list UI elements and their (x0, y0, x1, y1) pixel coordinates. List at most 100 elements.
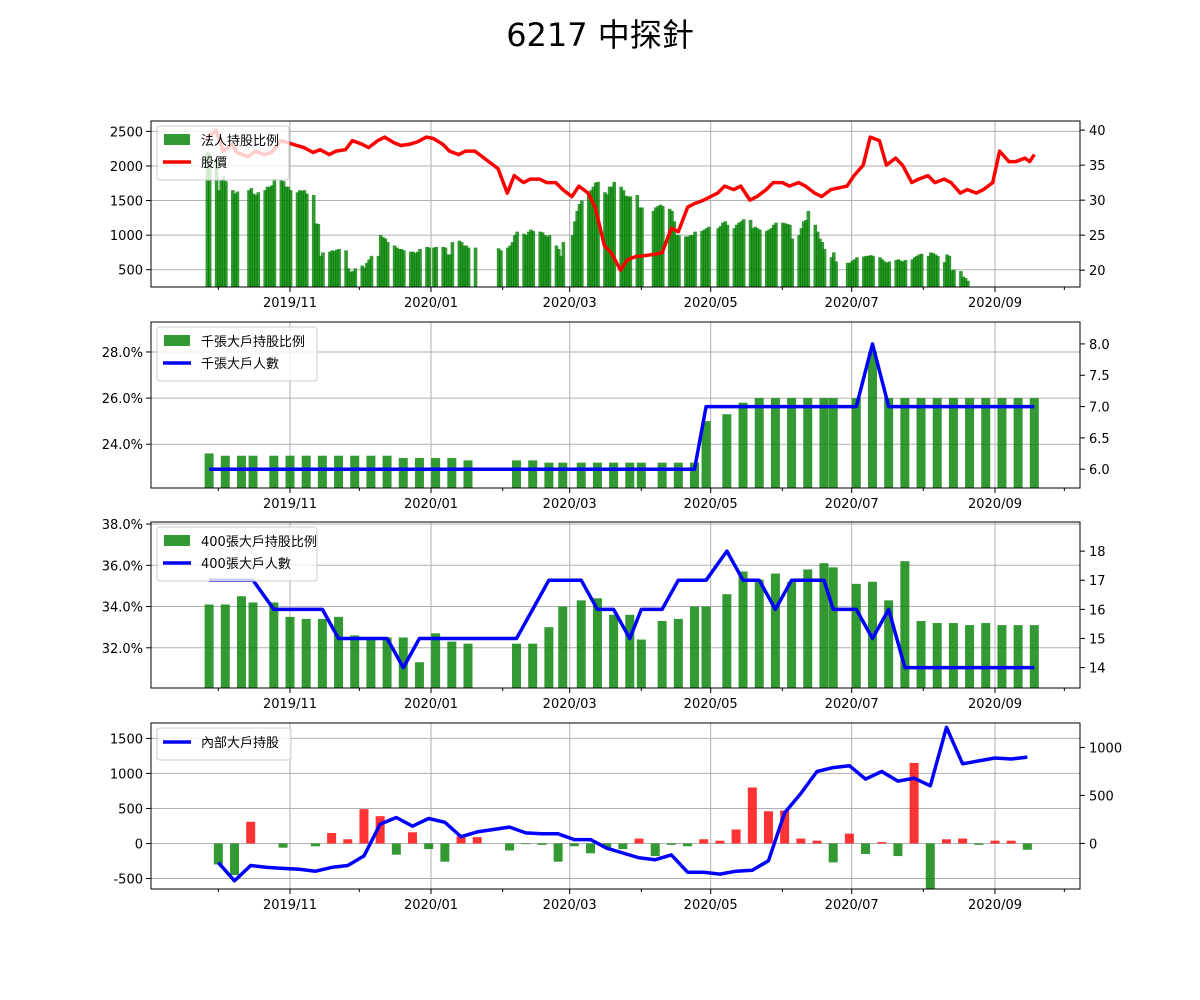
bar-holding-ratio (425, 246, 429, 287)
bar-weekly-change (812, 840, 822, 844)
bar-holding-ratio (767, 229, 771, 287)
bar-weekly-change (424, 843, 434, 850)
y-right-tick-label: 40 (1089, 124, 1106, 139)
y-right-tick-label: 35 (1089, 159, 1106, 174)
bar-holding-ratio (819, 398, 829, 488)
bar-holding-ratio (344, 250, 348, 287)
bar-weekly-change (909, 762, 919, 844)
bar-weekly-change (310, 843, 320, 847)
bar-holding-ratio (346, 268, 351, 287)
chart-panel-3: 2019/11 2020/01 2020/03 2020/05 2020/07 2020/… (102, 518, 1106, 712)
bar-holding-ratio (949, 270, 954, 287)
bar-holding-ratio (205, 152, 210, 287)
bar-weekly-change (796, 838, 806, 844)
bar-holding-ratio (965, 398, 975, 488)
y-left-tick-label: 32.0% (102, 642, 143, 657)
bar-holding-ratio (350, 635, 360, 688)
bar-holding-ratio (626, 196, 630, 287)
series-line (209, 549, 1035, 670)
bar-holding-ratio (753, 226, 758, 287)
legend-swatch-bar (164, 535, 190, 546)
bar-holding-ratio (279, 179, 284, 287)
bar-holding-ratio (318, 255, 323, 287)
bar-holding-ratio (529, 229, 533, 287)
y-left-tick-label: 2000 (110, 160, 143, 175)
grid (151, 723, 1080, 889)
bar-holding-ratio (915, 255, 919, 287)
bar-holding-ratio (570, 235, 575, 287)
bar-holding-ratio (427, 247, 432, 287)
bar-holding-ratio (942, 262, 947, 287)
chart-panel-2: 2019/11 2020/01 2020/03 2020/05 2020/07 2020/… (102, 321, 1110, 512)
bar-holding-ratio (785, 224, 790, 287)
y-left-tick-label: 0 (135, 837, 143, 852)
bar-holding-ratio (265, 186, 270, 287)
bar-holding-ratio (402, 250, 406, 287)
bar-holding-ratio (334, 616, 344, 688)
bar-holding-ratio (748, 219, 753, 287)
bar-holding-ratio (381, 237, 385, 287)
x-tick-label: 2020/07 (825, 497, 879, 512)
bar-holding-ratio (797, 235, 801, 287)
y-right-tick-label: 6.5 (1089, 432, 1110, 447)
bar-holding-ratio (734, 224, 739, 287)
x-tick-label: 2020/05 (684, 697, 738, 712)
bar-holding-ratio (806, 210, 811, 287)
bar-weekly-change (747, 787, 757, 844)
y-right-tick-label: 500 (1089, 789, 1114, 804)
x-tick-label: 2020/05 (684, 296, 738, 311)
bar-holding-ratio (360, 265, 365, 287)
bar-holding-ratio (334, 455, 344, 488)
bar-holding-ratio (610, 186, 614, 287)
bar-holding-ratio (1029, 398, 1039, 488)
bar-holding-ratio (247, 190, 251, 287)
legend-label: 內部大戶持股 (201, 736, 279, 751)
bar-holding-ratio (395, 247, 399, 287)
bar-holding-ratio (948, 398, 958, 488)
bar-holding-ratio (508, 245, 512, 287)
bar-holding-ratio (845, 262, 850, 287)
bar-holding-ratio (916, 398, 926, 488)
bar-holding-ratio (880, 259, 885, 287)
bar-holding-ratio (803, 398, 813, 488)
bar-holding-ratio (651, 210, 656, 287)
bar-holding-ratio (667, 208, 672, 287)
bar-holding-ratio (298, 190, 302, 287)
bar-holding-ratio (952, 269, 956, 287)
bar-holding-ratio (321, 252, 325, 287)
bar-holding-ratio (506, 247, 510, 287)
bar-holding-ratio (510, 242, 515, 287)
bar-holding-ratio (559, 255, 563, 287)
y-left-tick-label: -500 (113, 872, 143, 887)
bar-holding-ratio (284, 186, 288, 287)
plot-area (205, 128, 1036, 287)
bar-weekly-change (941, 839, 951, 844)
bar-holding-ratio (718, 226, 723, 287)
bar-holding-ratio (496, 248, 501, 287)
y-right-tick-label: 18 (1089, 545, 1106, 560)
bar-holding-ratio (828, 398, 838, 488)
bar-holding-ratio (592, 462, 602, 488)
bar-weekly-change (537, 843, 547, 845)
bar-holding-ratio (654, 207, 658, 287)
bar-holding-ratio (499, 250, 503, 287)
bar-holding-ratio (376, 255, 381, 287)
bar-holding-ratio (398, 637, 408, 688)
bar-holding-ratio (831, 252, 836, 287)
bar-holding-ratio (637, 207, 642, 287)
y-left-tick-label: 1000 (110, 767, 143, 782)
bar-weekly-change (683, 843, 693, 847)
bar-holding-ratio (899, 260, 903, 287)
bar-holding-ratio (366, 455, 376, 488)
bar-holding-ratio (236, 455, 246, 488)
x-tick-label: 2020/03 (543, 697, 597, 712)
bar-holding-ratio (732, 228, 737, 287)
bar-holding-ratio (790, 238, 794, 287)
bar-holding-ratio (269, 455, 279, 488)
legend-swatch-bar (164, 335, 190, 346)
bar-holding-ratio (704, 228, 709, 287)
bar-holding-ratio (335, 249, 339, 287)
bar-holding-ratio (596, 181, 600, 287)
bar-holding-ratio (738, 571, 748, 688)
bar-holding-ratio (556, 248, 561, 287)
